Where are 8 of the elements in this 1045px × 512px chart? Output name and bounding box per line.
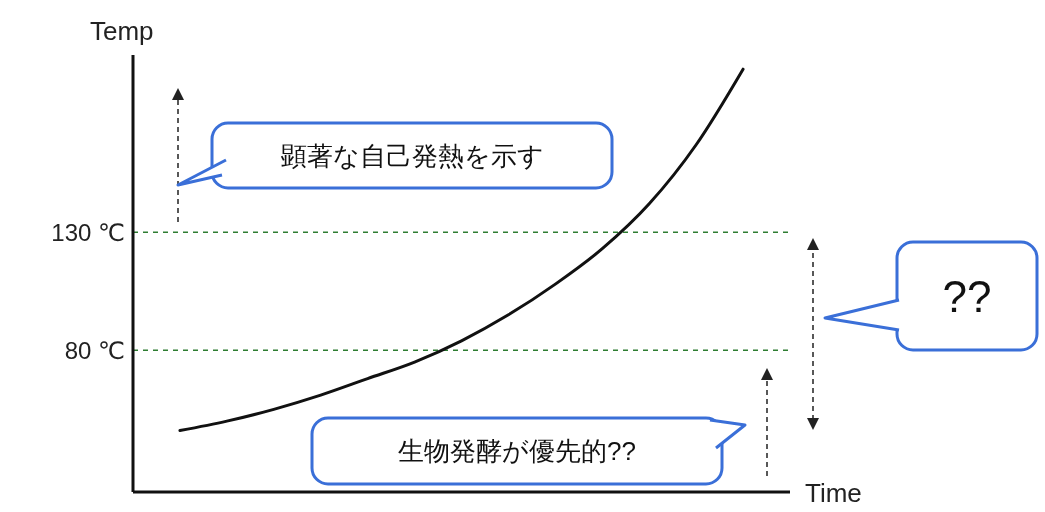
y-axis-title: Temp: [90, 16, 154, 47]
line-series: [178, 67, 745, 433]
y-tick-label: 130 ℃: [51, 218, 125, 246]
annotation: 生物発酵が優先的??: [398, 436, 636, 466]
text: ??: [942, 271, 992, 321]
y-tick-label: 80 ℃: [64, 336, 125, 364]
annotation: 顕著な自己発熱を示す: [279, 140, 544, 171]
x-axis-title: Time: [805, 478, 862, 509]
